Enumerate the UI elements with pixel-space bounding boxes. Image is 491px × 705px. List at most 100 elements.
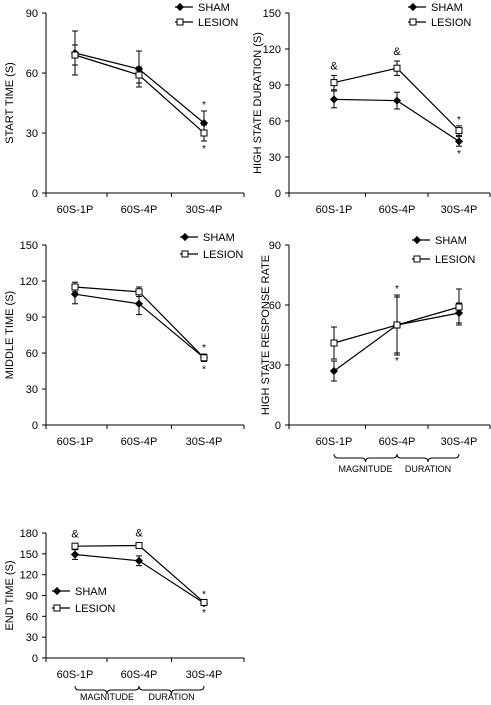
series-lesion xyxy=(330,60,463,136)
legend-marker-lesion xyxy=(181,250,189,258)
x-tick-label: 30S-4P xyxy=(441,436,478,448)
y-tick-label: 150 xyxy=(263,8,281,20)
legend-marker-sham xyxy=(175,2,185,12)
x-tick-label: 60S-1P xyxy=(316,436,353,448)
legend-label-sham: SHAM xyxy=(203,232,235,244)
data-point-lesion xyxy=(393,321,401,329)
series-lesion xyxy=(71,542,208,606)
legend-label-sham: SHAM xyxy=(75,586,107,598)
legend: SHAM LESION xyxy=(180,232,243,261)
y-tick-label: 30 xyxy=(26,632,38,644)
data-point-lesion xyxy=(135,542,143,549)
y-tick-label: 120 xyxy=(20,570,38,582)
legend-marker-sham xyxy=(52,586,62,596)
data-point-sham xyxy=(134,299,144,308)
legend-marker-lesion xyxy=(409,18,417,26)
chart-panel-1: 0 30 60 90 60S-1P 60S-4P 30S-4P START TIME (S) *… xyxy=(4,2,245,216)
group-label: DURATION xyxy=(405,464,451,474)
x-tick-label: 30S-4P xyxy=(186,669,223,681)
data-point-sham xyxy=(329,95,339,104)
legend-marker-lesion xyxy=(176,18,184,26)
data-point-lesion xyxy=(200,354,208,362)
legend-marker-lesion xyxy=(53,604,61,612)
x-tick-label: 30S-4P xyxy=(441,204,478,216)
data-point-lesion xyxy=(135,288,143,296)
legend-label-lesion: LESION xyxy=(435,254,475,266)
legend-marker-sham xyxy=(412,235,422,245)
annotation-marker: * xyxy=(202,343,206,354)
series-lesion xyxy=(330,288,463,360)
legend-label-lesion: LESION xyxy=(75,603,115,615)
data-point-sham xyxy=(392,96,402,105)
annotation-marker: & xyxy=(393,46,401,58)
series-sham xyxy=(70,549,209,608)
legend-label-sham: SHAM xyxy=(431,2,463,14)
x-tick-label: 60S-1P xyxy=(57,669,94,681)
annotation-marker: * xyxy=(457,115,461,126)
y-tick-label: 60 xyxy=(269,300,281,312)
y-tick-label: 120 xyxy=(263,44,281,56)
legend: SHAM LESION xyxy=(175,2,238,29)
group-label: DURATION xyxy=(148,692,194,702)
data-point-lesion xyxy=(330,79,338,87)
y-axis-label: END TIME (S) xyxy=(4,560,16,630)
legend-marker-lesion xyxy=(413,255,421,263)
y-tick-label: 60 xyxy=(26,348,38,360)
data-point-lesion xyxy=(200,598,208,606)
legend-label-lesion: LESION xyxy=(198,17,238,29)
legend: SHAM LESION xyxy=(408,2,471,29)
chart-panel-2: 0 30 60 90 120 150 60S-1P 60S-4P 30S-4P HIGH STAT… xyxy=(252,2,491,216)
data-point-lesion xyxy=(71,283,79,291)
chart-panel-4: 0 30 60 90 60S-1P 60S-4P 30S-4P HIGH STATE RESP… xyxy=(260,235,491,474)
annotation-marker: & xyxy=(330,60,338,72)
group-brace xyxy=(333,453,398,463)
y-tick-label: 30 xyxy=(26,128,38,140)
x-tick-label: 60S-4P xyxy=(121,669,158,681)
data-point-sham xyxy=(70,290,80,299)
data-point-lesion xyxy=(71,51,79,59)
legend-label-sham: SHAM xyxy=(198,2,230,14)
group-label: MAGNITUDE xyxy=(80,692,134,702)
x-tick-label: 60S-1P xyxy=(57,204,94,216)
x-tick-label: 60S-1P xyxy=(57,436,94,448)
group-label: MAGNITUDE xyxy=(339,464,393,474)
y-tick-label: 150 xyxy=(20,240,38,252)
x-tick-label: 60S-4P xyxy=(379,436,416,448)
y-axis-label: HIGH STATE RESPONSE RATE xyxy=(260,255,272,415)
y-tick-label: 90 xyxy=(269,80,281,92)
data-point-sham xyxy=(134,556,144,565)
annotation-marker: * xyxy=(202,100,206,111)
y-axis-label: START TIME (S) xyxy=(4,62,16,144)
x-tick-label: 30S-4P xyxy=(186,436,223,448)
group-brace xyxy=(74,685,140,695)
annotation-marker: & xyxy=(71,528,79,540)
chart-panel-5: 0 30 60 90 120 150 180 60S-1P 60S-4P 30S-4P END TI… xyxy=(4,528,245,702)
y-tick-label: 150 xyxy=(20,549,38,561)
legend-label-lesion: LESION xyxy=(431,17,471,29)
y-tick-label: 60 xyxy=(26,68,38,80)
y-tick-label: 180 xyxy=(20,528,38,540)
legend: SHAM LESION xyxy=(52,586,115,615)
y-tick-label: 120 xyxy=(20,276,38,288)
series-lesion xyxy=(71,44,208,142)
y-tick-label: 0 xyxy=(275,420,281,432)
data-point-lesion xyxy=(455,127,463,135)
y-tick-label: 0 xyxy=(275,188,281,200)
y-axis-label: MIDDLE TIME (S) xyxy=(4,291,16,379)
group-brace xyxy=(396,453,460,463)
y-tick-label: 30 xyxy=(26,384,38,396)
y-tick-label: 90 xyxy=(269,240,281,252)
legend-label-sham: SHAM xyxy=(435,235,467,247)
annotation-marker: * xyxy=(457,149,461,160)
data-point-sham xyxy=(70,550,80,559)
chart-panel-3: 0 30 60 90 120 150 60S-1P 60S-4P 30S-4P MIDDLE TI… xyxy=(4,232,245,448)
annotation-marker: * xyxy=(202,589,206,600)
annotation-marker: * xyxy=(202,144,206,155)
x-tick-label: 60S-1P xyxy=(316,204,353,216)
y-tick-label: 90 xyxy=(26,8,38,20)
y-tick-label: 30 xyxy=(269,360,281,372)
data-point-lesion xyxy=(330,339,338,347)
legend-marker-sham xyxy=(408,2,418,12)
data-point-lesion xyxy=(200,129,208,137)
